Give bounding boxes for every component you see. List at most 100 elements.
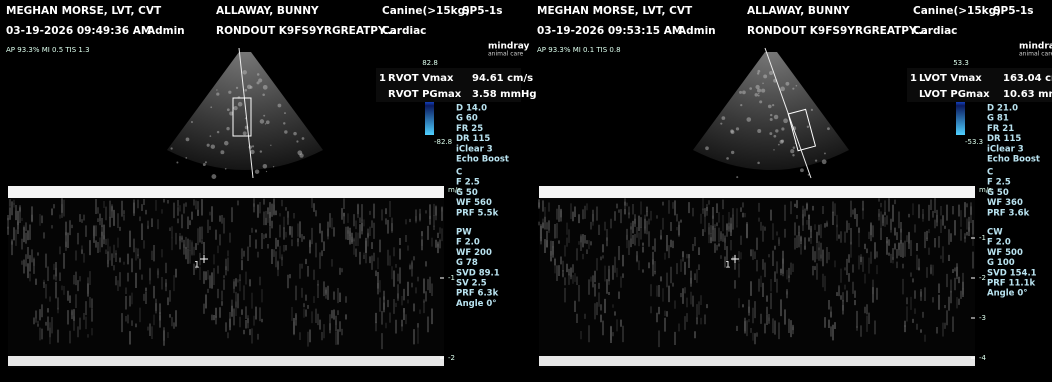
parameter: F 2.0: [987, 238, 1011, 248]
speckle: [810, 108, 814, 111]
header-text: 03-19-2026 09:53:15 AM: [537, 25, 682, 37]
speckle: [235, 86, 239, 90]
parameter: PW: [456, 228, 472, 238]
speckle: [229, 111, 234, 116]
speckle: [272, 166, 275, 168]
logo-tagline: animal care: [488, 51, 524, 58]
measure-value: 3.58 mmHg: [472, 89, 537, 100]
color-bar: [425, 70, 434, 135]
speckle: [301, 137, 305, 140]
logo-brand: mindray: [1019, 42, 1052, 52]
header-text: Admin: [678, 25, 716, 37]
speckle: [265, 170, 268, 173]
speckle: [254, 169, 260, 174]
speckle: [806, 125, 810, 128]
speckle: [256, 81, 260, 85]
bottom-band: [539, 356, 975, 366]
parameter: G 60: [456, 114, 478, 124]
speckle: [262, 93, 265, 96]
measure-box: [907, 68, 1052, 102]
parameter: Angle 0°: [456, 299, 497, 309]
speckle: [792, 153, 795, 157]
cursor-label: 1: [194, 261, 200, 271]
speckle: [773, 114, 779, 120]
scale-bottom: -53.3: [965, 138, 983, 146]
parameter: CW: [987, 228, 1003, 238]
baseline-band: [8, 186, 444, 198]
sample-box: [787, 108, 817, 152]
speckle: [769, 132, 773, 135]
speckle: [761, 88, 766, 93]
parameter: F 2.5: [456, 178, 480, 188]
speckle: [185, 137, 190, 142]
speckle: [284, 112, 286, 115]
measure-index: 1: [379, 73, 386, 84]
parameter: SV 2.5: [456, 279, 487, 289]
speckle: [170, 147, 173, 150]
scale-label: -2: [979, 274, 986, 282]
baseline-band: [539, 186, 975, 198]
speckle: [246, 84, 252, 90]
speckle: [242, 70, 247, 75]
speckle: [792, 87, 795, 90]
header-text: 03-19-2026 09:49:36 AM: [6, 25, 151, 37]
speckle: [244, 88, 248, 92]
speckle: [762, 82, 764, 85]
speckle: [233, 106, 238, 111]
speckle: [283, 122, 286, 125]
speckle: [721, 116, 726, 120]
speckle: [757, 94, 760, 97]
speckle: [216, 130, 220, 134]
speckle: [226, 126, 230, 131]
parameter: D 14.0: [456, 104, 487, 114]
speckle: [277, 103, 282, 108]
parameter: DR 115: [456, 134, 490, 144]
speckle: [209, 135, 212, 137]
speckle: [755, 84, 760, 90]
sample-box: [232, 97, 252, 137]
speckle: [807, 173, 810, 176]
speckle: [769, 113, 773, 117]
speckle: [735, 127, 740, 131]
parameter: Echo Boost: [456, 155, 509, 165]
speckle: [220, 150, 225, 155]
scale-label: -1: [448, 274, 455, 282]
scale-label: -2: [448, 354, 455, 362]
speckle: [705, 146, 709, 151]
speckle: [259, 150, 263, 153]
speckle: [769, 70, 774, 75]
measure-index: 1: [910, 73, 917, 84]
speckle: [769, 118, 773, 122]
speckle: [757, 161, 760, 165]
speckle: [185, 157, 188, 159]
header-text: RONDOUT K9FS9YRGREATPY...: [747, 25, 927, 37]
speckle: [757, 128, 762, 133]
scale-label: -1: [979, 234, 986, 242]
header-text: RONDOUT K9FS9YRGREATPY...: [216, 25, 396, 37]
header-text: SP5-1s: [462, 5, 502, 17]
parameter: C: [456, 168, 462, 178]
speckle: [211, 174, 217, 179]
speckle: [740, 103, 743, 107]
parameter: F 2.0: [456, 238, 480, 248]
scale-unit: m/s: [448, 186, 461, 194]
scale-top: 82.8: [422, 59, 438, 67]
speckle: [773, 149, 775, 151]
measure-box: [376, 68, 521, 102]
speckle: [730, 130, 735, 135]
speckle: [264, 123, 267, 125]
speckle: [270, 144, 272, 146]
measure-value: 163.04 cm/s: [1003, 73, 1052, 84]
speckle: [250, 149, 255, 155]
speckle: [775, 129, 779, 133]
speckle: [785, 81, 790, 86]
speckle: [284, 130, 288, 134]
scale-bottom: -82.8: [434, 138, 452, 146]
parameter: FR 21: [987, 124, 1014, 134]
header-text: Canine(>15kg): [913, 5, 1001, 17]
speckle: [756, 72, 760, 75]
measure-name: RVOT PGmax: [388, 89, 462, 100]
speckle: [814, 159, 818, 162]
speckle: [795, 84, 798, 87]
